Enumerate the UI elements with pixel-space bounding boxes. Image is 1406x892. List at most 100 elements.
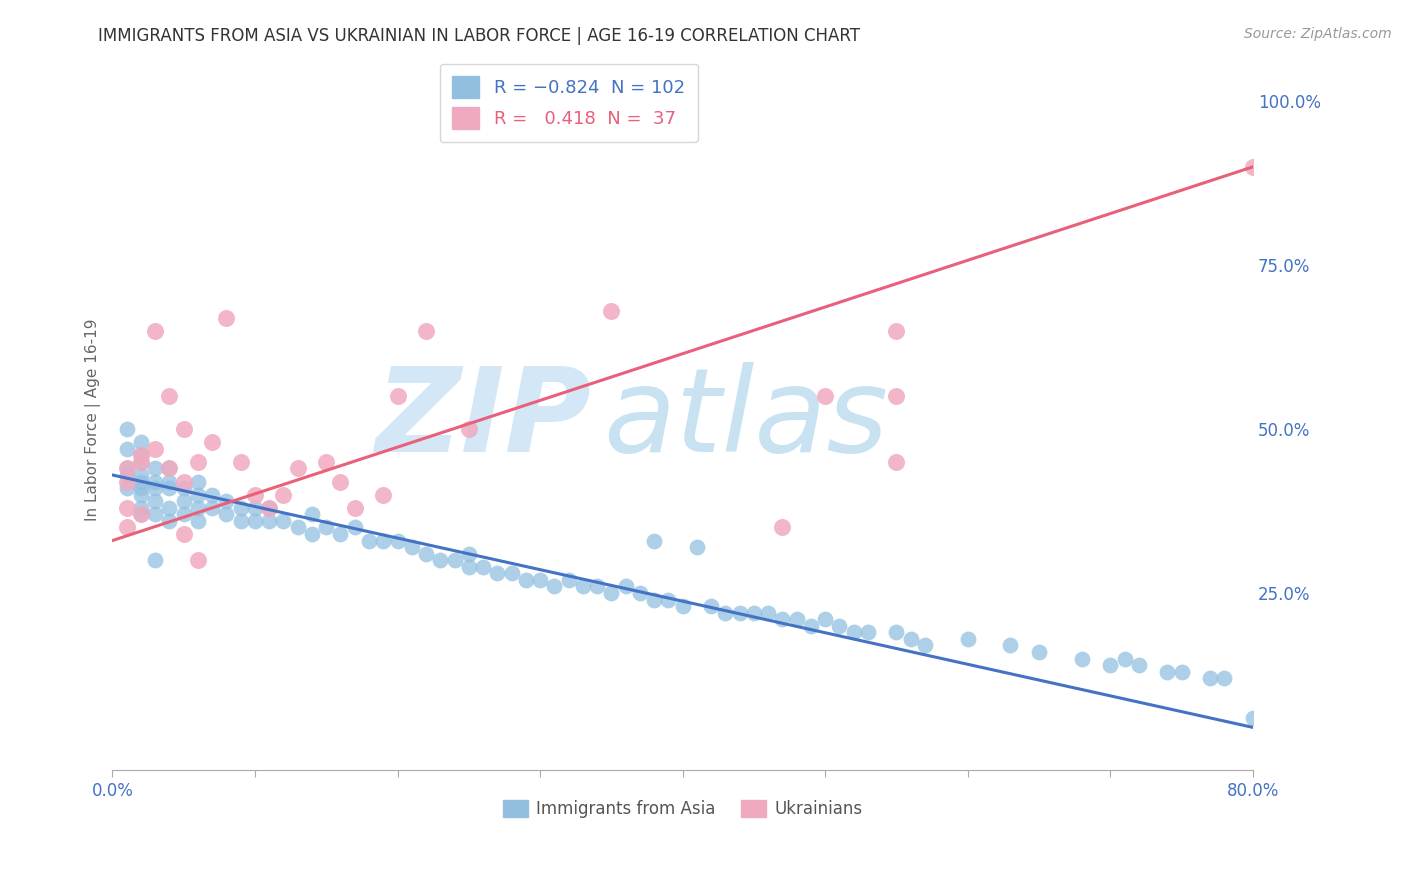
Point bbox=[457, 422, 479, 436]
Point bbox=[1128, 658, 1150, 673]
Point bbox=[842, 625, 865, 640]
Point bbox=[115, 520, 138, 534]
Point bbox=[600, 304, 623, 318]
Point bbox=[373, 488, 395, 502]
Point bbox=[187, 514, 209, 528]
Point bbox=[301, 508, 323, 522]
Point bbox=[628, 586, 651, 600]
Point bbox=[529, 573, 551, 587]
Point bbox=[143, 442, 166, 456]
Point bbox=[373, 533, 395, 548]
Text: atlas: atlas bbox=[603, 362, 887, 476]
Point bbox=[1114, 651, 1136, 665]
Point bbox=[1213, 671, 1236, 685]
Point bbox=[201, 488, 224, 502]
Point bbox=[143, 508, 166, 522]
Point bbox=[357, 533, 380, 548]
Point bbox=[856, 625, 879, 640]
Point bbox=[301, 527, 323, 541]
Point bbox=[229, 514, 252, 528]
Point bbox=[243, 500, 266, 515]
Point bbox=[115, 467, 138, 482]
Point bbox=[1241, 710, 1264, 724]
Point bbox=[387, 389, 409, 403]
Point bbox=[115, 461, 138, 475]
Point bbox=[173, 527, 195, 541]
Point bbox=[159, 461, 181, 475]
Point bbox=[243, 488, 266, 502]
Point bbox=[243, 514, 266, 528]
Point bbox=[129, 488, 152, 502]
Point bbox=[129, 508, 152, 522]
Point bbox=[143, 475, 166, 489]
Point bbox=[600, 586, 623, 600]
Point bbox=[187, 500, 209, 515]
Point bbox=[187, 455, 209, 469]
Point bbox=[1170, 665, 1192, 679]
Point bbox=[115, 422, 138, 436]
Point bbox=[143, 481, 166, 495]
Point bbox=[257, 500, 280, 515]
Point bbox=[143, 461, 166, 475]
Point bbox=[229, 500, 252, 515]
Point bbox=[159, 481, 181, 495]
Point bbox=[828, 619, 851, 633]
Point bbox=[143, 324, 166, 338]
Point bbox=[814, 389, 837, 403]
Point bbox=[315, 520, 337, 534]
Point bbox=[586, 579, 609, 593]
Point bbox=[900, 632, 922, 646]
Point bbox=[287, 461, 309, 475]
Point bbox=[159, 475, 181, 489]
Point bbox=[415, 547, 437, 561]
Point bbox=[657, 592, 679, 607]
Point bbox=[515, 573, 537, 587]
Point bbox=[315, 455, 337, 469]
Point bbox=[672, 599, 695, 613]
Point bbox=[443, 553, 465, 567]
Y-axis label: In Labor Force | Age 16-19: In Labor Force | Age 16-19 bbox=[86, 318, 101, 521]
Point bbox=[159, 514, 181, 528]
Point bbox=[886, 455, 908, 469]
Point bbox=[472, 559, 495, 574]
Point bbox=[129, 435, 152, 450]
Point bbox=[229, 455, 252, 469]
Point bbox=[486, 566, 509, 581]
Point bbox=[215, 310, 238, 325]
Point bbox=[956, 632, 979, 646]
Point bbox=[173, 422, 195, 436]
Text: IMMIGRANTS FROM ASIA VS UKRAINIAN IN LABOR FORCE | AGE 16-19 CORRELATION CHART: IMMIGRANTS FROM ASIA VS UKRAINIAN IN LAB… bbox=[98, 27, 860, 45]
Legend: Immigrants from Asia, Ukrainians: Immigrants from Asia, Ukrainians bbox=[496, 793, 869, 825]
Point bbox=[115, 475, 138, 489]
Point bbox=[343, 500, 366, 515]
Point bbox=[387, 533, 409, 548]
Point bbox=[187, 488, 209, 502]
Point bbox=[700, 599, 723, 613]
Point bbox=[800, 619, 823, 633]
Point bbox=[143, 494, 166, 508]
Point bbox=[814, 612, 837, 626]
Point bbox=[173, 481, 195, 495]
Point bbox=[1028, 645, 1050, 659]
Point bbox=[129, 448, 152, 462]
Point bbox=[115, 481, 138, 495]
Point bbox=[115, 461, 138, 475]
Point bbox=[886, 625, 908, 640]
Point bbox=[257, 500, 280, 515]
Point bbox=[643, 592, 665, 607]
Point bbox=[287, 520, 309, 534]
Point bbox=[1070, 651, 1092, 665]
Point bbox=[159, 461, 181, 475]
Point bbox=[201, 500, 224, 515]
Point bbox=[543, 579, 565, 593]
Point bbox=[129, 508, 152, 522]
Point bbox=[115, 442, 138, 456]
Text: Source: ZipAtlas.com: Source: ZipAtlas.com bbox=[1244, 27, 1392, 41]
Point bbox=[129, 455, 152, 469]
Point bbox=[129, 481, 152, 495]
Point bbox=[143, 553, 166, 567]
Point bbox=[129, 467, 152, 482]
Point bbox=[159, 500, 181, 515]
Point bbox=[643, 533, 665, 548]
Point bbox=[886, 324, 908, 338]
